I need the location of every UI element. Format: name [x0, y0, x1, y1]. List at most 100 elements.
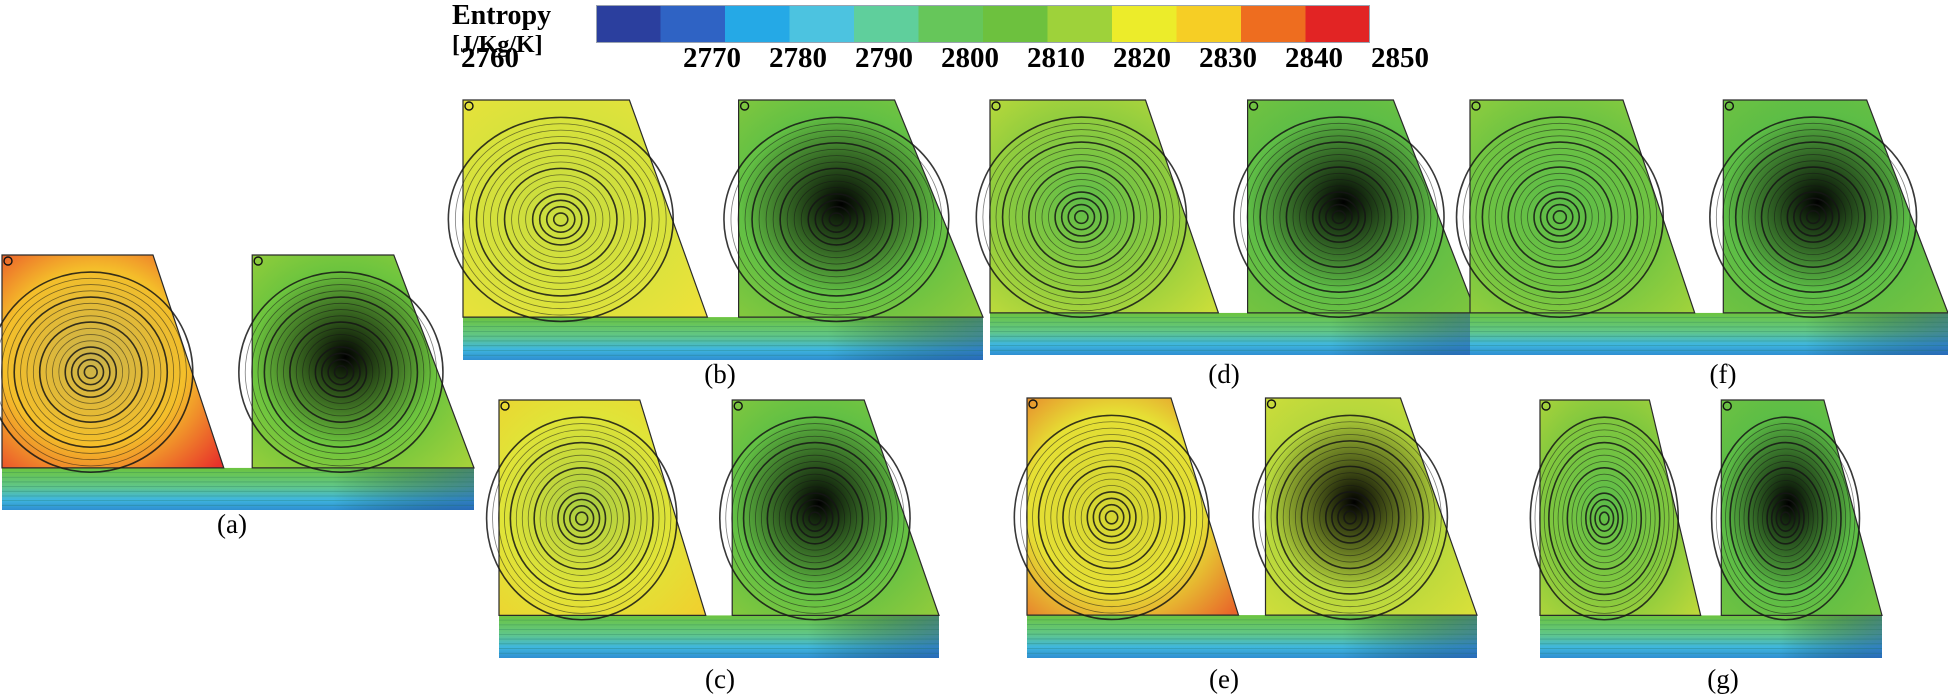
streamline: [1318, 197, 1360, 237]
streamline-panel: (a): [0, 254, 475, 539]
channel-shade: [1470, 312, 1948, 355]
streamline: [755, 454, 875, 583]
streamline: [538, 199, 583, 240]
streamline: [1300, 465, 1400, 570]
streamline: [1288, 453, 1412, 582]
streamline-panel: (d): [975, 99, 1477, 389]
streamline: [263, 296, 419, 448]
streamline: [504, 435, 660, 602]
streamline: [1576, 480, 1633, 557]
streamline: [1062, 465, 1162, 570]
streamline: [821, 205, 852, 233]
streamline: [1734, 141, 1892, 293]
colorbar-band: [854, 5, 920, 43]
tick-label: 2760: [461, 42, 519, 74]
streamline: [1748, 154, 1879, 281]
streamline: [1580, 486, 1628, 551]
streamline: [1080, 485, 1143, 550]
streamline: [1086, 491, 1137, 544]
streamline: [1041, 179, 1122, 256]
streamline: [1752, 473, 1819, 564]
streamline: [1258, 421, 1442, 614]
colorbar-band: [1047, 5, 1113, 43]
streamline: [1589, 498, 1619, 539]
corner-eddy: [1266, 399, 1277, 409]
streamline: [1044, 446, 1179, 588]
streamline: [320, 352, 361, 392]
streamline: [45, 327, 136, 417]
streamline: [737, 435, 893, 602]
streamline: [1282, 446, 1418, 588]
streamline: [1028, 166, 1135, 268]
streamline: [1266, 147, 1412, 287]
streamline: [527, 461, 636, 576]
streamline: [1762, 486, 1810, 551]
streamline: [251, 284, 431, 461]
streamline: [1013, 414, 1210, 621]
streamline: [244, 277, 437, 467]
streamline: [1469, 129, 1651, 306]
channel-shade: [1027, 615, 1477, 658]
streamline: [1067, 203, 1096, 231]
streamline: [1264, 427, 1436, 608]
streamline: [1594, 505, 1615, 532]
streamline: [1276, 440, 1424, 595]
colorbar-band: [1241, 5, 1307, 43]
corner-eddy: [253, 256, 263, 266]
streamline: [1770, 498, 1801, 539]
corner-eddy: [3, 256, 13, 266]
streamline: [1294, 459, 1406, 576]
streamline: [1050, 453, 1173, 582]
streamline: [1488, 147, 1632, 287]
streamline: [1562, 461, 1647, 576]
streamline: [563, 498, 601, 539]
streamline: [503, 167, 618, 272]
streamline: [1553, 448, 1656, 589]
streamline: [975, 116, 1188, 318]
streamline: [1032, 434, 1192, 601]
streamline: [784, 486, 846, 551]
streamline: [1507, 166, 1613, 268]
corner-eddy: [1722, 401, 1732, 411]
streamline: [270, 302, 412, 442]
streamline: [1001, 141, 1161, 293]
corner-eddy: [1471, 101, 1481, 111]
streamline: [257, 290, 425, 454]
streamline-panel: (c): [485, 399, 940, 694]
streamline: [765, 155, 908, 284]
streamline: [545, 480, 618, 557]
streamline: [545, 205, 576, 233]
streamline: [1475, 135, 1645, 299]
streamline: [490, 155, 632, 284]
streamline: [77, 358, 105, 386]
streamline: [1285, 166, 1393, 268]
streamline: [1539, 197, 1581, 237]
streamline: [786, 174, 886, 265]
panel-label: (c): [705, 664, 735, 694]
streamline-panel: (g): [1529, 399, 1883, 694]
streamline: [1571, 473, 1638, 564]
streamline: [778, 480, 851, 557]
streamline: [982, 122, 1181, 312]
tick-label: 2810: [1027, 42, 1085, 74]
streamline: [1494, 154, 1625, 281]
streamline: [800, 187, 872, 252]
streamline: [497, 161, 625, 278]
streamline: [1729, 441, 1842, 596]
streamline: [723, 116, 950, 323]
streamline: [1259, 141, 1419, 293]
colorbar-band: [1305, 5, 1370, 43]
streamline: [1048, 185, 1115, 249]
corner-eddy: [739, 101, 750, 111]
streamline: [1324, 491, 1376, 544]
streamline: [1019, 421, 1204, 614]
streamline: [1, 284, 181, 461]
streamline: [793, 180, 879, 259]
streamline: [802, 505, 828, 532]
streamline: [989, 129, 1174, 306]
streamline: [469, 136, 653, 303]
streamline: [1757, 480, 1814, 557]
streamline: [574, 511, 589, 526]
streamline-panel: (f): [1455, 99, 1948, 389]
streamline: [1313, 478, 1387, 557]
